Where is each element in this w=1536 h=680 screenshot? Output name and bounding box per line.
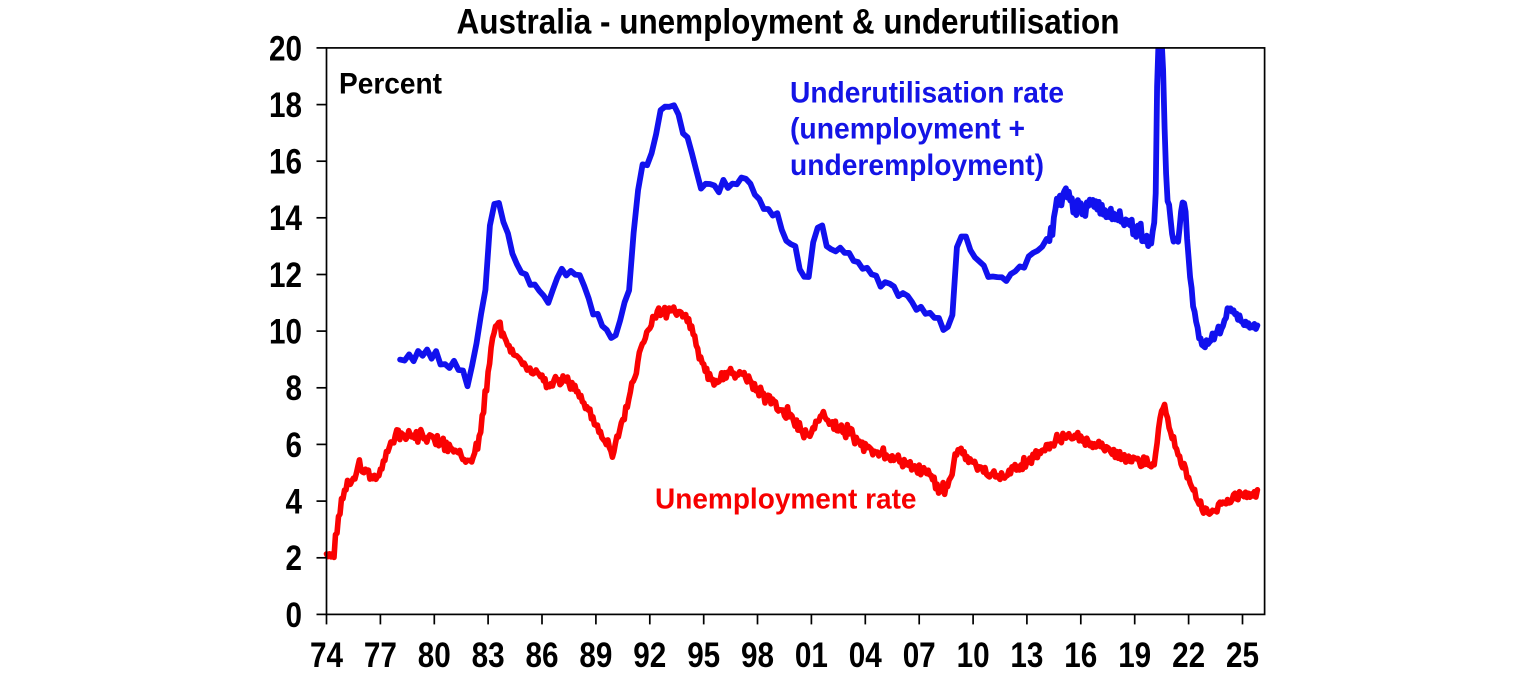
svg-text:underemployment): underemployment) [790,149,1044,182]
svg-text:8: 8 [286,369,303,408]
svg-text:07: 07 [903,636,936,675]
svg-text:18: 18 [269,86,302,125]
svg-text:77: 77 [364,636,397,675]
svg-text:01: 01 [795,636,828,675]
svg-text:25: 25 [1226,636,1259,675]
svg-text:10: 10 [957,636,990,675]
svg-text:86: 86 [526,636,559,675]
svg-text:80: 80 [418,636,451,675]
svg-text:14: 14 [269,199,302,238]
svg-text:0: 0 [286,596,303,635]
svg-text:89: 89 [579,636,612,675]
svg-text:Percent: Percent [339,68,442,101]
svg-text:92: 92 [633,636,666,675]
svg-text:98: 98 [741,636,774,675]
svg-text:22: 22 [1172,636,1205,675]
svg-text:16: 16 [1064,636,1097,675]
svg-text:19: 19 [1118,636,1151,675]
svg-text:16: 16 [269,143,302,182]
svg-text:4: 4 [286,483,303,522]
svg-text:83: 83 [472,636,505,675]
svg-text:Unemployment rate: Unemployment rate [655,483,917,515]
svg-text:74: 74 [310,636,343,675]
svg-text:6: 6 [286,426,303,465]
svg-text:13: 13 [1010,636,1043,675]
svg-text:20: 20 [269,29,302,68]
svg-text:10: 10 [269,313,302,352]
svg-text:Underutilisation rate: Underutilisation rate [790,76,1064,109]
svg-text:95: 95 [687,636,720,675]
svg-text:04: 04 [849,636,882,675]
svg-text:Australia - unemployment & und: Australia - unemployment & underutilisat… [457,3,1120,42]
svg-text:(unemployment +: (unemployment + [790,113,1025,146]
svg-text:2: 2 [286,539,303,578]
svg-text:12: 12 [269,256,302,295]
